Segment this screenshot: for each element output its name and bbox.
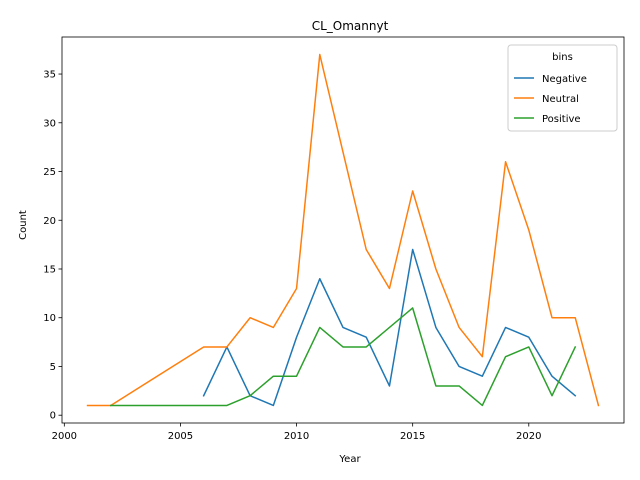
axes-frame bbox=[61, 36, 625, 424]
x-tick-label: 2015 bbox=[400, 431, 425, 442]
plot-area: 2000 2005 2010 2015 2020 0 5 10 15 20 25 30 35 bbox=[43, 36, 625, 442]
x-tick-label: 2005 bbox=[168, 431, 193, 442]
legend-label-neutral: Neutral bbox=[542, 94, 579, 105]
x-axis-label: Year bbox=[338, 454, 361, 465]
legend-box bbox=[507, 44, 618, 132]
y-tick-label: 30 bbox=[43, 118, 56, 129]
y-tick-label: 5 bbox=[50, 362, 56, 373]
series-line-negative bbox=[202, 248, 577, 407]
legend-label-positive: Positive bbox=[542, 114, 581, 125]
chart-title: CL_Omannyt bbox=[312, 19, 389, 33]
y-tick-label: 0 bbox=[50, 411, 56, 422]
legend-label-negative: Negative bbox=[542, 74, 587, 85]
x-tick-label: 2000 bbox=[52, 431, 77, 442]
y-tick-label: 10 bbox=[43, 313, 56, 324]
y-tick-label: 20 bbox=[43, 216, 56, 227]
legend-title: bins bbox=[552, 52, 573, 63]
y-tick-label: 35 bbox=[43, 70, 56, 81]
legend: bins Negative Neutral Positive bbox=[507, 44, 618, 132]
y-tick-label: 15 bbox=[43, 264, 56, 275]
x-tick-label: 2020 bbox=[516, 431, 541, 442]
y-axis-label: Count bbox=[18, 210, 29, 240]
series-line-positive bbox=[110, 307, 577, 407]
y-tick-label: 25 bbox=[43, 167, 56, 178]
x-tick-label: 2010 bbox=[284, 431, 309, 442]
series-line-neutral bbox=[86, 53, 600, 407]
